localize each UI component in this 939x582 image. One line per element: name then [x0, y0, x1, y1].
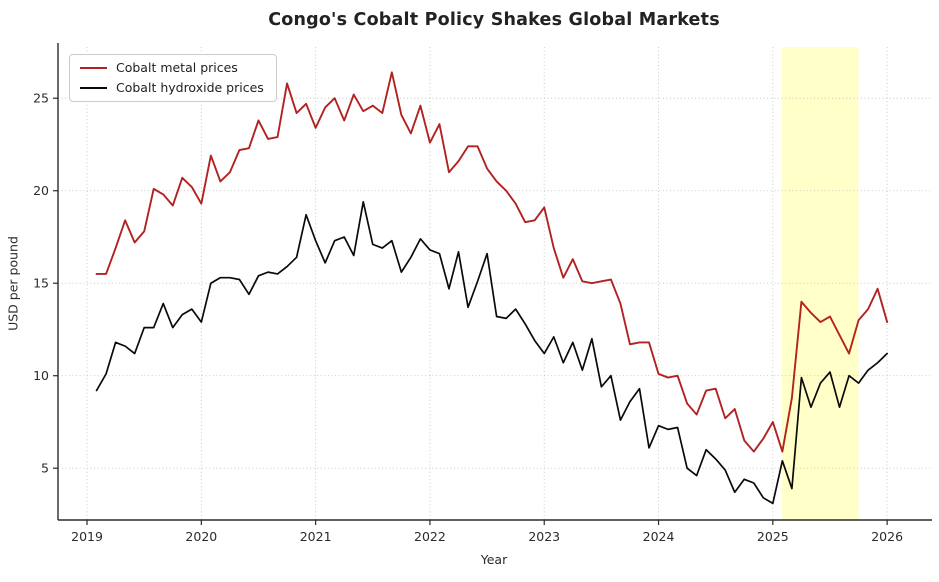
hydroxide-line-swatch: [80, 86, 107, 89]
x-tick-label: 2022: [414, 529, 446, 544]
y-tick-label: 25: [33, 91, 49, 106]
x-tick-label: 2021: [300, 529, 332, 544]
chart-title: Congo's Cobalt Policy Shakes Global Mark…: [268, 10, 720, 30]
legend-item-metal: Cobalt metal prices: [80, 60, 264, 75]
legend-item-hydroxide: Cobalt hydroxide prices: [80, 79, 264, 95]
cobalt-hydroxide-line: [95, 200, 888, 505]
x-tick-label: 2026: [871, 529, 903, 544]
legend: Cobalt metal prices Cobalt hydroxide pri…: [69, 54, 277, 102]
x-axis-label: Year: [480, 552, 508, 567]
x-tick-label: 2025: [757, 529, 789, 544]
x-tick-label: 2023: [528, 529, 560, 544]
metal-line-swatch: [80, 67, 107, 70]
y-tick-label: 10: [33, 368, 49, 383]
x-tick-label: 2019: [71, 529, 103, 544]
x-tick-label: 2020: [185, 529, 217, 544]
y-tick-label: 5: [41, 461, 49, 476]
y-tick-label: 20: [33, 183, 49, 198]
legend-label-metal: Cobalt metal prices: [116, 60, 238, 75]
cobalt-metal-line: [95, 71, 889, 453]
x-tick-label: 2024: [643, 529, 675, 544]
y-axis-label: USD per pound: [5, 236, 21, 331]
legend-label-hydroxide: Cobalt hydroxide prices: [116, 79, 264, 95]
y-tick-label: 15: [33, 276, 49, 291]
policy-period-highlight: [781, 47, 859, 520]
